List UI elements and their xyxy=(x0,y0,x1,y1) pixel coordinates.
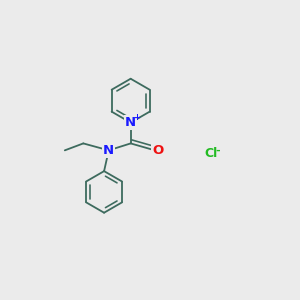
Text: N: N xyxy=(125,116,136,129)
Text: O: O xyxy=(152,144,164,157)
Text: Cl: Cl xyxy=(205,147,218,160)
Text: N: N xyxy=(103,144,114,157)
Text: +: + xyxy=(133,113,140,122)
Text: -: - xyxy=(216,146,220,156)
